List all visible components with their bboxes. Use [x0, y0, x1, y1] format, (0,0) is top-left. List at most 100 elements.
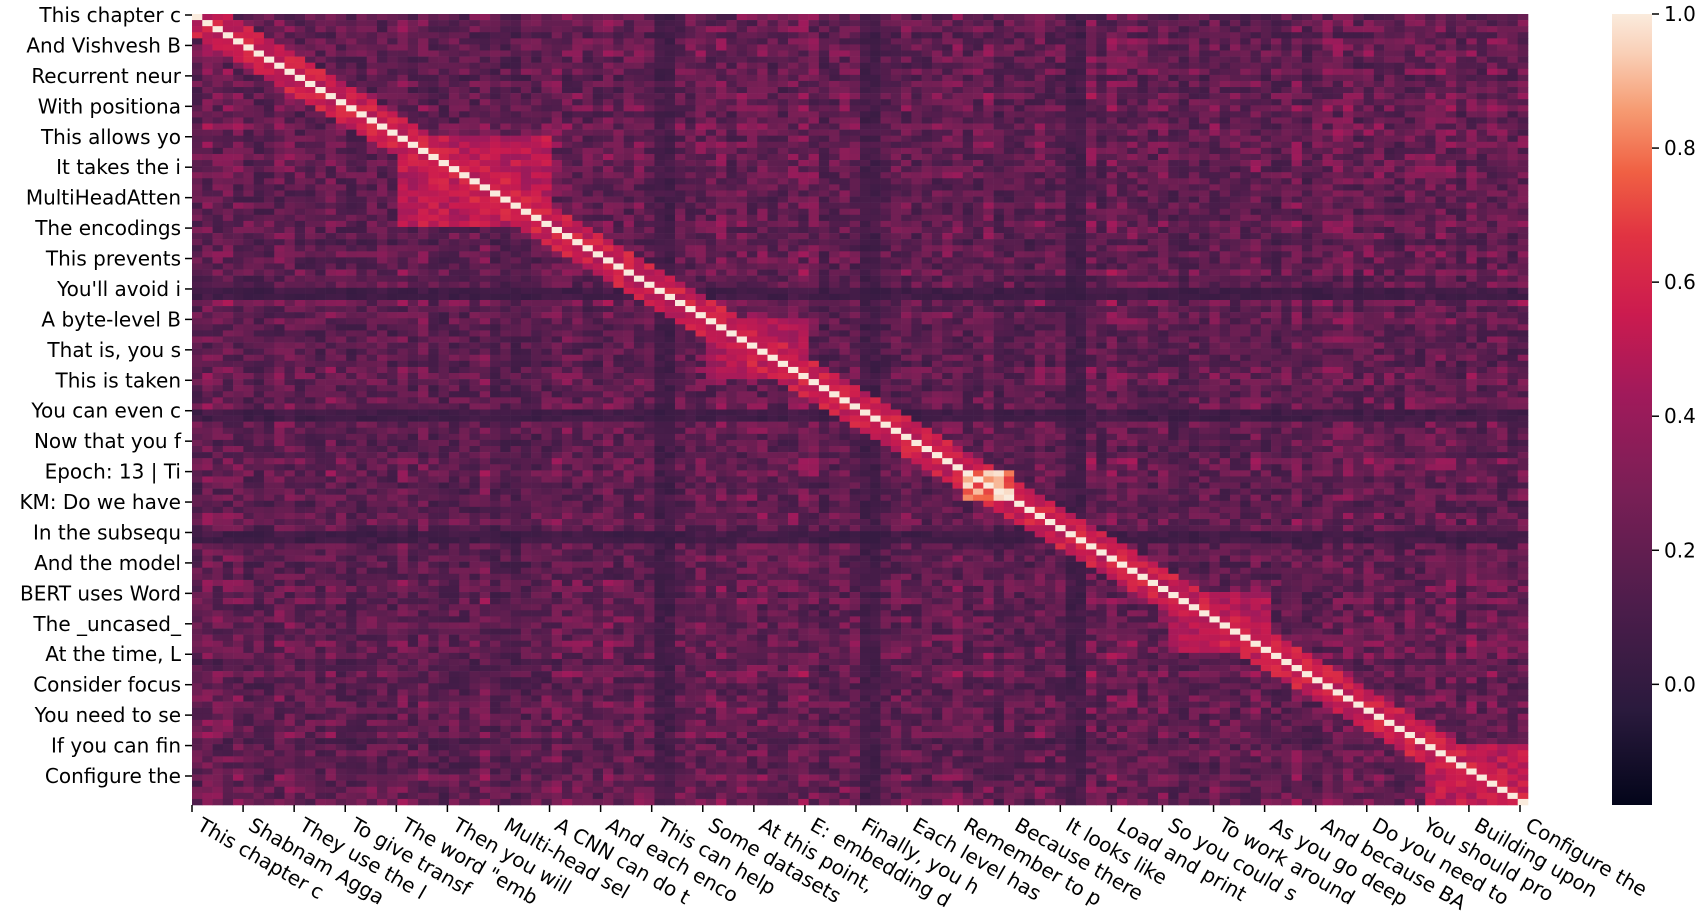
- heatmap-cell: [705, 44, 717, 51]
- heatmap-cell: [1086, 141, 1097, 149]
- heatmap-cell: [1014, 56, 1025, 63]
- heatmap-cell: [561, 196, 573, 203]
- heatmap-cell: [973, 87, 984, 94]
- heatmap-cell: [1168, 135, 1179, 143]
- heatmap-cell: [716, 38, 727, 45]
- heatmap-cell: [253, 123, 265, 130]
- heatmap-cell: [1024, 129, 1036, 136]
- heatmap-cell: [695, 87, 707, 94]
- heatmap-cell: [520, 226, 532, 234]
- heatmap-cell: [685, 202, 696, 209]
- heatmap-cell: [284, 190, 296, 197]
- heatmap-cell: [726, 208, 737, 216]
- heatmap-cell: [1219, 178, 1231, 185]
- heatmap-cell: [1343, 208, 1354, 216]
- heatmap-cell: [212, 105, 224, 112]
- heatmap-cell: [685, 141, 696, 149]
- heatmap-cell: [1445, 178, 1457, 185]
- heatmap-cell: [1003, 214, 1015, 222]
- heatmap-cell: [603, 160, 614, 167]
- heatmap-cell: [1260, 14, 1272, 21]
- heatmap-cell: [1435, 38, 1447, 45]
- heatmap-cell: [1353, 87, 1364, 94]
- heatmap-cell: [428, 68, 439, 76]
- heatmap-cell: [1373, 87, 1385, 94]
- heatmap-cell: [582, 208, 594, 216]
- heatmap-cell: [1199, 50, 1210, 57]
- heatmap-cell: [1199, 196, 1210, 203]
- heatmap-cell: [1476, 50, 1488, 57]
- heatmap-cell: [222, 141, 234, 149]
- heatmap-cell: [531, 99, 542, 106]
- heatmap-cell: [418, 38, 429, 45]
- heatmap-cell: [705, 62, 717, 70]
- heatmap-cell: [397, 208, 409, 216]
- heatmap-cell: [274, 220, 285, 228]
- heatmap-cell: [202, 20, 213, 27]
- heatmap-cell: [263, 105, 275, 112]
- heatmap-cell: [243, 26, 254, 33]
- heatmap-cell: [1363, 56, 1375, 63]
- heatmap-cell: [623, 226, 635, 234]
- heatmap-cell: [202, 14, 213, 21]
- heatmap-cell: [952, 32, 964, 39]
- heatmap-cell: [798, 129, 809, 136]
- heatmap-cell: [767, 190, 779, 197]
- heatmap-cell: [1414, 68, 1426, 76]
- heatmap-cell: [284, 32, 296, 39]
- heatmap-cell: [541, 220, 552, 228]
- heatmap-cell: [315, 190, 326, 197]
- heatmap-cell: [1466, 233, 1477, 240]
- heatmap-cell: [1024, 80, 1036, 88]
- heatmap-cell: [202, 141, 213, 149]
- heatmap-cell: [901, 99, 912, 106]
- heatmap-cell: [798, 62, 809, 70]
- heatmap-cell: [746, 32, 758, 39]
- heatmap-cell: [335, 190, 347, 197]
- heatmap-cell: [1034, 190, 1046, 197]
- heatmap-cell: [746, 214, 758, 222]
- heatmap-cell: [1517, 239, 1529, 246]
- heatmap-cell: [1507, 50, 1519, 57]
- heatmap-cell: [479, 44, 491, 51]
- heatmap-cell: [1158, 14, 1169, 21]
- heatmap-cell: [387, 202, 398, 209]
- heatmap-cell: [860, 38, 871, 45]
- heatmap-cell: [243, 214, 254, 222]
- heatmap-cell: [510, 93, 522, 100]
- heatmap-cell: [1188, 20, 1200, 27]
- heatmap-cell: [459, 178, 470, 185]
- heatmap-cell: [1024, 233, 1036, 240]
- heatmap-cell: [1178, 56, 1190, 63]
- heatmap-cell: [1199, 20, 1210, 27]
- heatmap-cell: [952, 190, 964, 197]
- heatmap-cell: [1301, 80, 1313, 88]
- heatmap-cell: [305, 99, 316, 106]
- heatmap-cell: [1116, 20, 1128, 27]
- heatmap-cell: [1014, 14, 1025, 21]
- heatmap-cell: [490, 117, 501, 124]
- heatmap-cell: [1178, 99, 1190, 106]
- heatmap-cell: [1260, 38, 1272, 45]
- heatmap-cell: [808, 129, 820, 136]
- heatmap-cell: [582, 233, 594, 240]
- heatmap-cell: [418, 50, 429, 57]
- heatmap-cell: [1199, 56, 1210, 63]
- heatmap-cell: [592, 68, 604, 76]
- heatmap-cell: [1065, 220, 1077, 228]
- heatmap-cell: [192, 196, 203, 203]
- heatmap-cell: [387, 123, 398, 130]
- heatmap-cell: [335, 38, 347, 45]
- heatmap-cell: [212, 160, 224, 167]
- heatmap-cell: [1178, 184, 1190, 191]
- heatmap-cell: [993, 190, 1005, 197]
- heatmap-cell: [222, 190, 234, 197]
- heatmap-cell: [1106, 214, 1118, 222]
- heatmap-cell: [1363, 178, 1375, 185]
- heatmap-cell: [243, 196, 254, 203]
- heatmap-cell: [1229, 239, 1241, 246]
- heatmap-cell: [1517, 44, 1529, 51]
- heatmap-cell: [479, 214, 491, 222]
- heatmap-cell: [541, 226, 552, 234]
- heatmap-cell: [1003, 141, 1015, 149]
